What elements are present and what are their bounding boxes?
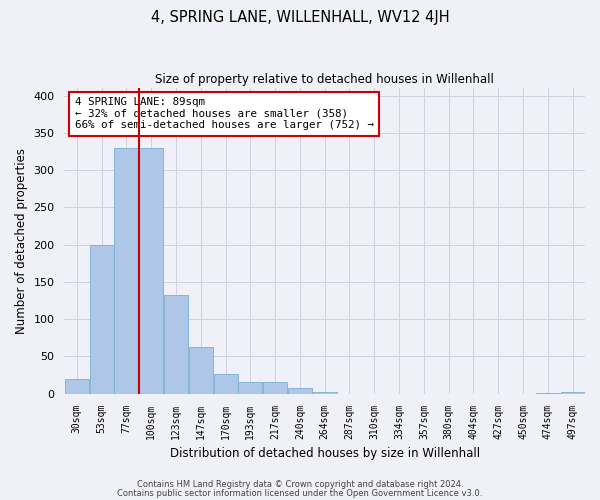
Bar (560, 392, 584, 394)
Bar (263, 382, 287, 394)
Text: Contains public sector information licensed under the Open Government Licence v3: Contains public sector information licen… (118, 489, 482, 498)
Text: 4 SPRING LANE: 89sqm
← 32% of detached houses are smaller (358)
66% of semi-deta: 4 SPRING LANE: 89sqm ← 32% of detached h… (75, 97, 374, 130)
Bar (189, 348, 213, 394)
Bar (139, 148, 163, 394)
Bar (89, 244, 113, 394)
Bar (238, 382, 262, 394)
Bar (313, 392, 337, 394)
Bar (288, 388, 312, 394)
Bar (115, 148, 139, 394)
Text: 4, SPRING LANE, WILLENHALL, WV12 4JH: 4, SPRING LANE, WILLENHALL, WV12 4JH (151, 10, 449, 25)
Bar (214, 374, 238, 394)
Bar (536, 393, 560, 394)
X-axis label: Distribution of detached houses by size in Willenhall: Distribution of detached houses by size … (170, 447, 480, 460)
Bar (65, 379, 89, 394)
Title: Size of property relative to detached houses in Willenhall: Size of property relative to detached ho… (155, 72, 494, 86)
Y-axis label: Number of detached properties: Number of detached properties (15, 148, 28, 334)
Bar (164, 294, 188, 394)
Text: Contains HM Land Registry data © Crown copyright and database right 2024.: Contains HM Land Registry data © Crown c… (137, 480, 463, 489)
